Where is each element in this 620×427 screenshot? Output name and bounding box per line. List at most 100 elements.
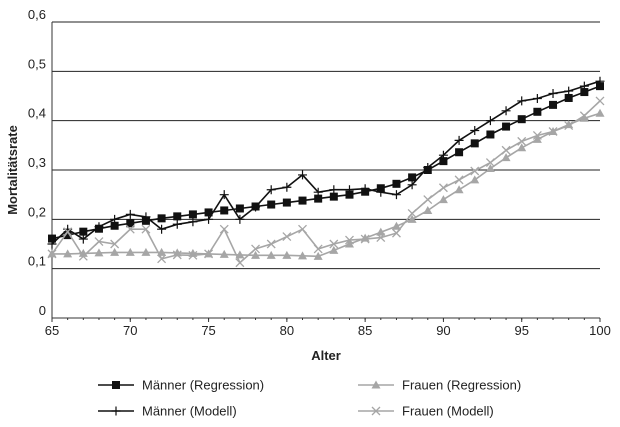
- data-point: [219, 190, 229, 200]
- data-point: [329, 245, 339, 254]
- data-point: [63, 249, 73, 258]
- x-tick-label: 65: [45, 323, 59, 338]
- data-point: [329, 192, 338, 201]
- data-point: [439, 157, 448, 166]
- data-point: [501, 145, 511, 155]
- data-point: [298, 224, 307, 234]
- data-point: [47, 249, 57, 259]
- data-point: [298, 251, 308, 260]
- data-point: [438, 195, 448, 204]
- legend-item: Frauen (Modell): [358, 404, 494, 419]
- data-point: [345, 190, 354, 199]
- data-point: [298, 196, 307, 205]
- data-point: [235, 258, 245, 268]
- data-point: [579, 81, 589, 91]
- data-point: [125, 247, 135, 256]
- data-point: [344, 185, 354, 195]
- data-point: [423, 163, 433, 173]
- data-point: [329, 185, 339, 195]
- data-point: [298, 170, 308, 180]
- data-point: [157, 214, 166, 223]
- y-tick-label: 0,3: [28, 155, 46, 170]
- data-point: [63, 231, 72, 240]
- data-point: [157, 224, 167, 234]
- data-point: [78, 251, 88, 261]
- data-point: [329, 239, 339, 249]
- data-point: [360, 234, 370, 244]
- series-x: [47, 96, 605, 268]
- data-point: [204, 214, 214, 224]
- data-point: [532, 134, 542, 143]
- data-point: [391, 228, 401, 238]
- data-point: [423, 205, 433, 214]
- data-point: [580, 88, 589, 97]
- legend-label: Frauen (Modell): [402, 404, 494, 419]
- data-point: [376, 227, 386, 236]
- data-point: [376, 187, 386, 197]
- data-point: [407, 214, 417, 223]
- data-point: [502, 122, 511, 131]
- data-point: [533, 107, 542, 116]
- data-point: [454, 185, 464, 194]
- data-point: [79, 227, 88, 236]
- data-point: [549, 100, 558, 109]
- data-point: [219, 224, 229, 234]
- data-point: [313, 187, 323, 197]
- x-axis-title: Alter: [311, 348, 341, 363]
- data-point: [94, 248, 104, 257]
- x-tick-label: 90: [436, 323, 450, 338]
- data-point: [564, 121, 574, 131]
- data-point: [48, 234, 56, 243]
- data-point: [267, 200, 276, 209]
- data-point: [407, 180, 417, 190]
- data-point: [595, 76, 605, 86]
- data-point: [282, 232, 292, 242]
- series-line: [52, 112, 601, 258]
- data-point: [532, 131, 542, 140]
- legend-item: Männer (Modell): [98, 404, 237, 419]
- series-line: [51, 100, 601, 265]
- data-point: [485, 164, 495, 173]
- data-point: [532, 93, 542, 103]
- data-point: [344, 239, 354, 248]
- data-point: [110, 221, 119, 230]
- data-point: [111, 406, 121, 416]
- x-tick-label: 70: [123, 323, 137, 338]
- data-point: [94, 222, 104, 232]
- y-tick-label: 0,4: [28, 106, 46, 121]
- data-point: [282, 250, 292, 259]
- data-point: [485, 116, 495, 126]
- data-point: [251, 202, 261, 212]
- legend-label: Frauen (Regression): [402, 378, 521, 393]
- legend-item: Männer (Regression): [98, 378, 264, 393]
- data-point: [125, 209, 135, 219]
- y-tick-label: 0: [39, 303, 46, 318]
- legend: Männer (Regression) Männer (Modell) Frauen…: [98, 378, 521, 419]
- data-point: [141, 224, 151, 234]
- data-point: [376, 233, 386, 243]
- data-point: [172, 219, 182, 229]
- series-plus: [47, 76, 605, 249]
- data-point: [173, 212, 182, 221]
- x-tick-label: 100: [589, 323, 611, 338]
- data-point: [579, 113, 589, 122]
- data-point: [63, 227, 73, 237]
- data-point: [485, 158, 495, 168]
- data-point: [423, 195, 433, 205]
- x-tick-label: 95: [514, 323, 528, 338]
- data-point: [455, 148, 464, 157]
- data-point: [548, 127, 558, 136]
- data-point: [564, 86, 574, 96]
- data-point: [266, 239, 276, 249]
- y-ticks: 0 0,1 0,2 0,3 0,4 0,5 0,6: [28, 7, 46, 318]
- data-point: [266, 185, 276, 195]
- data-point: [371, 406, 381, 416]
- data-point: [47, 239, 57, 249]
- data-point: [251, 244, 261, 254]
- data-point: [188, 217, 198, 227]
- y-tick-label: 0,2: [28, 204, 46, 219]
- data-point: [141, 212, 151, 222]
- x-tick-label: 80: [280, 323, 294, 338]
- data-point: [595, 96, 605, 106]
- data-point: [470, 139, 479, 148]
